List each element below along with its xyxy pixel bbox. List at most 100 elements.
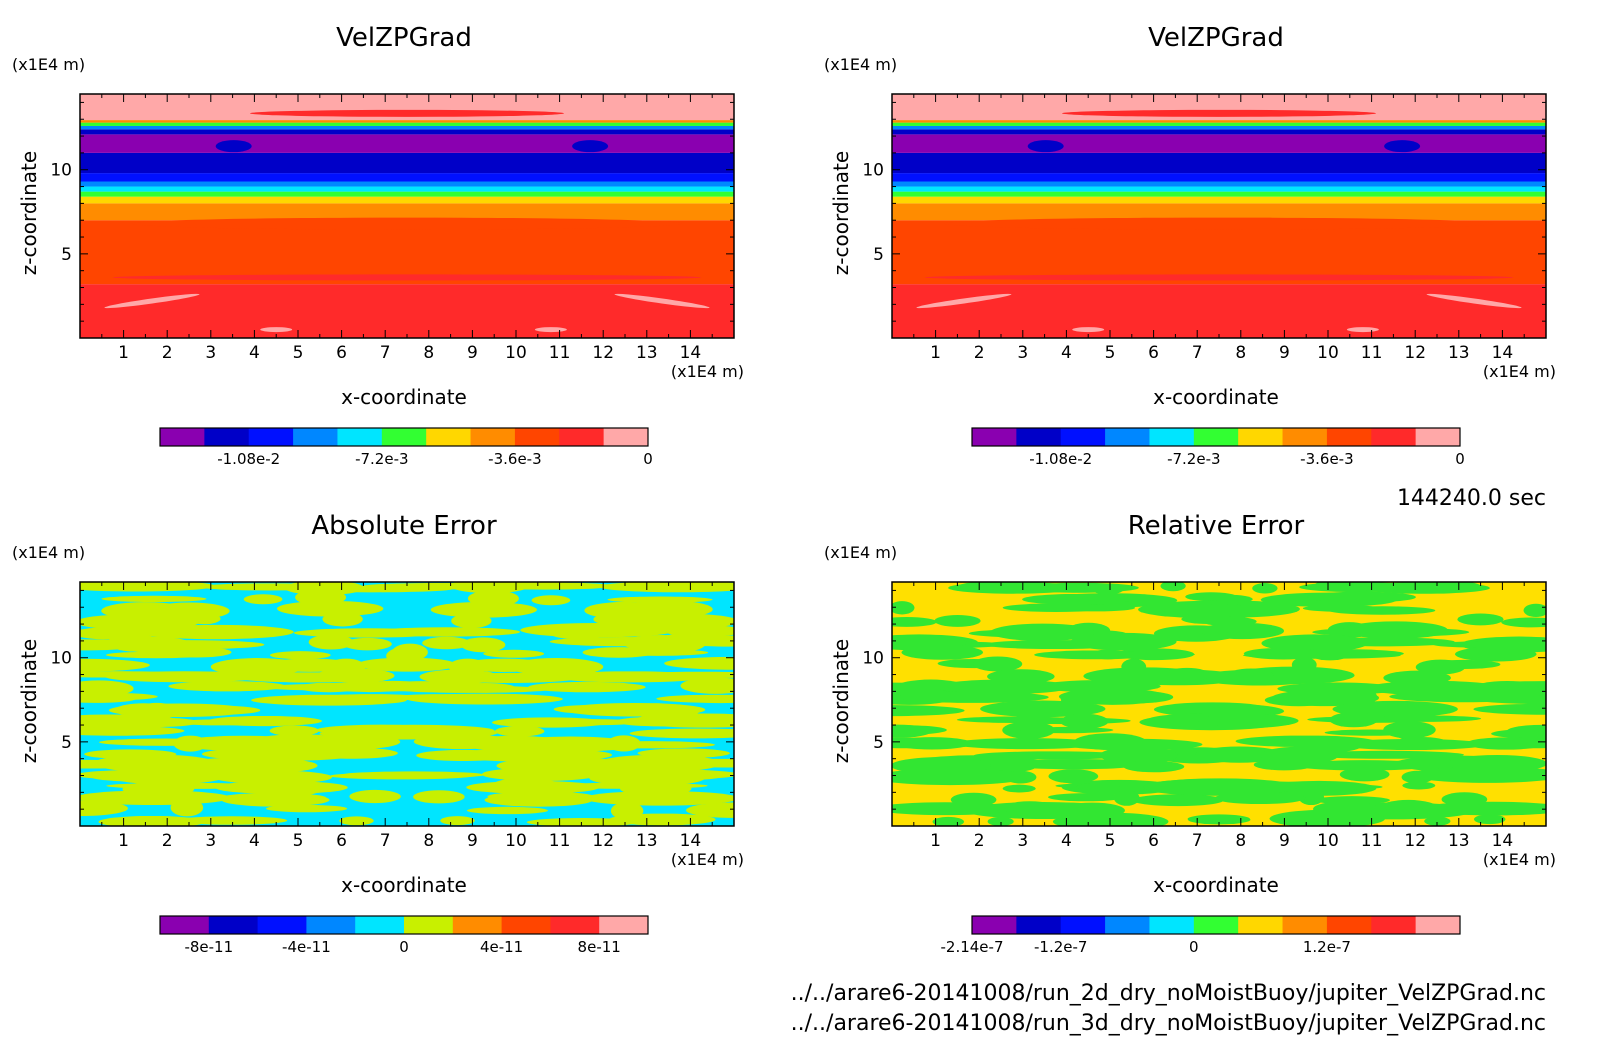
contour-feature — [112, 274, 702, 281]
contour-blob — [1220, 603, 1245, 619]
contour-feature — [104, 293, 200, 309]
x-tick-label: 7 — [1192, 343, 1203, 363]
colorbar-label: 8e-11 — [578, 938, 621, 956]
contour-blob — [957, 582, 1035, 593]
colorbar-segment — [603, 428, 649, 446]
panel-velzpgrad-right: VelZPGrad (x1E4 m) 1 2 3 4 5 6 7 8 9 10 11 12 13 1451… — [824, 23, 1556, 468]
contour-band — [80, 284, 734, 338]
contour-blob — [391, 694, 493, 701]
colorbar-segment — [972, 428, 1017, 446]
colorbar-segment — [160, 428, 205, 446]
x-tick-label: 6 — [1148, 343, 1159, 363]
contour-blob — [349, 789, 401, 804]
contour-blob — [372, 627, 521, 637]
x-tick-label: 7 — [380, 343, 391, 363]
contour-band — [892, 122, 1546, 126]
x-tick-label: 3 — [205, 343, 216, 363]
x-tick-label: 12 — [592, 343, 614, 363]
contour-blob — [1214, 792, 1306, 805]
colorbar-segment — [1105, 916, 1150, 934]
contour-blob — [481, 767, 601, 782]
y-axis-label: z-coordinate — [829, 639, 853, 763]
x-tick-label: 13 — [636, 831, 658, 851]
contour-blob — [551, 671, 709, 683]
contour-feature — [916, 293, 1012, 309]
contour-band — [80, 173, 734, 182]
colorbar-segment — [501, 916, 551, 934]
x-tick-label: 7 — [380, 831, 391, 851]
contour-blob — [528, 681, 646, 693]
contour-blob — [91, 772, 189, 782]
contour-blob — [170, 798, 204, 817]
contour-blob — [1306, 591, 1416, 603]
contour-blob — [526, 818, 639, 826]
contour-blob — [606, 649, 709, 656]
contour-blob — [892, 805, 1010, 815]
colorbar-segment — [1060, 428, 1106, 446]
contour-blob — [1307, 750, 1465, 759]
colorbar-label: -7.2e-3 — [1167, 450, 1220, 468]
contour-blob — [1198, 714, 1291, 728]
contour-blob — [454, 683, 516, 693]
colorbar-segment — [1016, 428, 1062, 446]
contour-blob — [892, 601, 915, 615]
contour-blob — [199, 583, 340, 591]
x-tick-label: 5 — [1105, 831, 1116, 851]
x-axis-label: x-coordinate — [341, 873, 467, 897]
colorbar: -1.08e-2 -7.2e-3 -3.6e-3 0 — [971, 427, 1465, 468]
contour-blob — [358, 658, 456, 672]
x-tick-label: 10 — [505, 343, 527, 363]
contour-blob — [987, 816, 1014, 826]
contour-blob — [1473, 814, 1506, 825]
x-tick-label: 9 — [1279, 343, 1290, 363]
colorbar-segment — [381, 428, 427, 446]
y-axis-unit: (x1E4 m) — [12, 55, 85, 74]
heatmap-fill — [80, 582, 734, 826]
contour-blob — [607, 596, 713, 603]
heatmap-fill — [892, 94, 1546, 338]
colorbar-segment — [1282, 428, 1328, 446]
panel-absolute-error: Absolute Error (x1E4 m) 1 2 3 4 5 6 7 8 9 10 11 12 1… — [12, 511, 744, 956]
panel-title: Absolute Error — [311, 511, 497, 541]
y-tick-label: 5 — [61, 733, 72, 753]
contour-blob — [207, 715, 323, 727]
contour-blob — [416, 749, 510, 762]
x-tick-label: 10 — [505, 831, 527, 851]
contour-blob — [80, 714, 184, 729]
contour-blob — [1164, 667, 1210, 682]
contour-blob — [451, 613, 492, 629]
x-tick-label: 14 — [1492, 343, 1514, 363]
contour-blob — [105, 671, 263, 683]
contour-feature — [132, 217, 682, 230]
x-tick-label: 4 — [249, 831, 260, 851]
x-tick-label: 14 — [1492, 831, 1514, 851]
contour-band — [80, 196, 734, 204]
contour-band — [892, 203, 1546, 221]
contour-feature — [572, 140, 609, 153]
colorbar-segment — [1282, 916, 1328, 934]
contour-blob — [599, 582, 734, 593]
colorbar-segment — [559, 428, 605, 446]
contour-band — [80, 181, 734, 187]
panel-title: VelZPGrad — [336, 23, 472, 53]
x-tick-label: 8 — [423, 343, 434, 363]
x-axis-label: x-coordinate — [1153, 873, 1279, 897]
x-tick-label: 9 — [467, 831, 478, 851]
contour-blob — [1228, 668, 1274, 683]
contour-blob — [474, 582, 615, 590]
contour-blob — [583, 791, 734, 806]
contour-blob — [266, 658, 354, 672]
contour-blob — [892, 725, 947, 735]
contour-blob — [1105, 691, 1174, 704]
contour-blob — [934, 615, 981, 627]
x-tick-label: 6 — [336, 343, 347, 363]
contour-band — [892, 134, 1546, 153]
contour-blob — [1132, 794, 1224, 807]
y-axis-unit: (x1E4 m) — [824, 543, 897, 562]
colorbar-label: -3.6e-3 — [488, 450, 541, 468]
contour-blob — [1409, 766, 1546, 783]
colorbar-segment — [1193, 916, 1239, 934]
contour-blob — [392, 643, 428, 661]
